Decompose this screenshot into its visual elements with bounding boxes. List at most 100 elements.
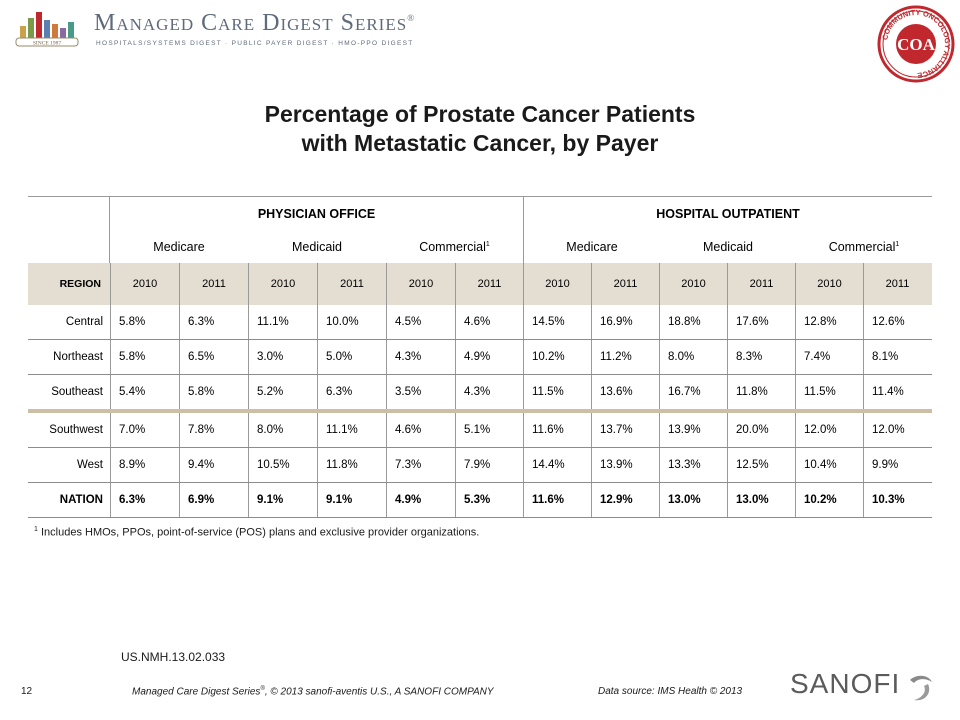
year-header: 2011 <box>591 263 659 305</box>
table-cell: 11.8% <box>727 375 795 409</box>
table-cell: 4.9% <box>455 340 523 374</box>
year-header: 2010 <box>110 263 179 305</box>
year-header: 2011 <box>863 263 931 305</box>
table-cell: 5.0% <box>317 340 386 374</box>
table-cell: 11.1% <box>248 305 317 339</box>
table-cell: 7.4% <box>795 340 863 374</box>
logo-title: Managed Care Digest Series® <box>94 10 416 36</box>
logo-subtitle: HOSPITALS/SYSTEMS DIGEST · PUBLIC PAYER … <box>96 40 414 47</box>
table-cell: 4.6% <box>386 413 455 447</box>
table-cell: 8.1% <box>863 340 931 374</box>
table-cell: 14.4% <box>523 448 591 482</box>
table-cell: 10.2% <box>523 340 591 374</box>
group-hospital-outpatient: HOSPITAL OUTPATIENT <box>656 207 800 221</box>
table-cell: 6.3% <box>110 483 179 517</box>
table-cell: 8.0% <box>248 413 317 447</box>
year-header: 2010 <box>523 263 591 305</box>
footnote: 1 Includes HMOs, PPOs, point-of-service … <box>34 526 480 539</box>
table-cell: 3.5% <box>386 375 455 409</box>
region-label: West <box>77 459 103 471</box>
year-header: 2011 <box>317 263 386 305</box>
table-cell: 4.5% <box>386 305 455 339</box>
table-cell: 6.5% <box>179 340 248 374</box>
table-cell: 13.6% <box>591 375 659 409</box>
table-cell: 12.8% <box>795 305 863 339</box>
payer-medicaid: Medicaid <box>702 240 754 254</box>
payer-medicare: Medicare <box>153 240 205 254</box>
table-cell: 10.3% <box>863 483 931 517</box>
table-row: Central 5.8% 6.3% 11.1% 10.0% 4.5% 4.6% 14.5% 16… <box>28 305 932 340</box>
table-cell: 11.5% <box>523 375 591 409</box>
table-cell: 11.1% <box>317 413 386 447</box>
year-header: 2010 <box>659 263 727 305</box>
footer-data-source: Data source: IMS Health © 2013 <box>598 686 743 697</box>
year-header: 2011 <box>727 263 795 305</box>
sanofi-logo: SANOFI <box>790 668 940 708</box>
table-cell: 13.0% <box>727 483 795 517</box>
table-cell: 4.6% <box>455 305 523 339</box>
table-cell: 13.3% <box>659 448 727 482</box>
title-line-1: Percentage of Prostate Cancer Patients <box>264 101 696 127</box>
table-cell: 5.1% <box>455 413 523 447</box>
table-cell: 16.7% <box>659 375 727 409</box>
region-label: Southeast <box>51 386 103 398</box>
payer-header-row: Medicare Medicaid Commercial1 Medicare M… <box>28 231 932 263</box>
table-cell: 9.1% <box>248 483 317 517</box>
table-cell: 6.9% <box>179 483 248 517</box>
table-cell: 9.9% <box>863 448 931 482</box>
table-cell: 10.0% <box>317 305 386 339</box>
payer-medicare: Medicare <box>566 240 618 254</box>
year-header: 2010 <box>795 263 863 305</box>
table-cell: 7.3% <box>386 448 455 482</box>
sanofi-wordmark: SANOFI <box>790 668 901 699</box>
managed-care-digest-logo: SINCE 1987 Managed Care Digest Series® H… <box>14 8 414 50</box>
region-label: Northeast <box>53 351 103 363</box>
year-header: 2011 <box>179 263 248 305</box>
table-cell: 9.4% <box>179 448 248 482</box>
payer-commercial: Commercial1 <box>828 240 900 254</box>
table-cell: 13.0% <box>659 483 727 517</box>
year-header: 2010 <box>248 263 317 305</box>
table-cell: 11.8% <box>317 448 386 482</box>
table-cell: 8.3% <box>727 340 795 374</box>
table-cell: 10.4% <box>795 448 863 482</box>
payer-medicaid: Medicaid <box>291 240 343 254</box>
title-line-2: with Metastatic Cancer, by Payer <box>301 130 659 156</box>
region-label: NATION <box>59 494 103 506</box>
region-header: REGION <box>59 278 101 290</box>
table-cell: 16.9% <box>591 305 659 339</box>
region-label: Southwest <box>49 424 103 436</box>
table-cell: 4.3% <box>455 375 523 409</box>
table-cell: 18.8% <box>659 305 727 339</box>
table-cell: 13.7% <box>591 413 659 447</box>
table-cell: 5.4% <box>110 375 179 409</box>
table-cell: 12.5% <box>727 448 795 482</box>
svg-text:SINCE 1987: SINCE 1987 <box>33 41 62 47</box>
table-cell: 11.4% <box>863 375 931 409</box>
table-cell: 8.0% <box>659 340 727 374</box>
page-number: 12 <box>21 686 33 697</box>
table-cell: 11.6% <box>523 483 591 517</box>
table-cell: 12.6% <box>863 305 931 339</box>
year-header: 2011 <box>455 263 523 305</box>
table-cell: 9.1% <box>317 483 386 517</box>
sanofi-bird-icon <box>910 675 932 701</box>
page-title: Percentage of Prostate Cancer Patients w… <box>0 100 960 158</box>
table-row: Southwest 7.0% 7.8% 8.0% 11.1% 4.6% 5.1% 11.6% 1… <box>28 413 932 448</box>
bar-chart-logo-icon: SINCE 1987 <box>15 12 79 47</box>
table-cell: 5.8% <box>110 340 179 374</box>
table-cell: 11.6% <box>523 413 591 447</box>
table-cell: 12.9% <box>591 483 659 517</box>
year-header: 2010 <box>386 263 455 305</box>
table-cell: 7.8% <box>179 413 248 447</box>
table-row: West 8.9% 9.4% 10.5% 11.8% 7.3% 7.9% 14.4% 13.9%… <box>28 448 932 483</box>
table-cell: 12.0% <box>795 413 863 447</box>
region-label: Central <box>65 316 103 328</box>
table-cell: 10.2% <box>795 483 863 517</box>
table-cell: 6.3% <box>179 305 248 339</box>
table-cell: 4.3% <box>386 340 455 374</box>
metastatic-table: PHYSICIAN OFFICE HOSPITAL OUTPATIENT Med… <box>28 196 932 518</box>
document-code: US.NMH.13.02.033 <box>121 650 226 664</box>
svg-text:COA: COA <box>897 35 936 54</box>
table-cell: 10.5% <box>248 448 317 482</box>
